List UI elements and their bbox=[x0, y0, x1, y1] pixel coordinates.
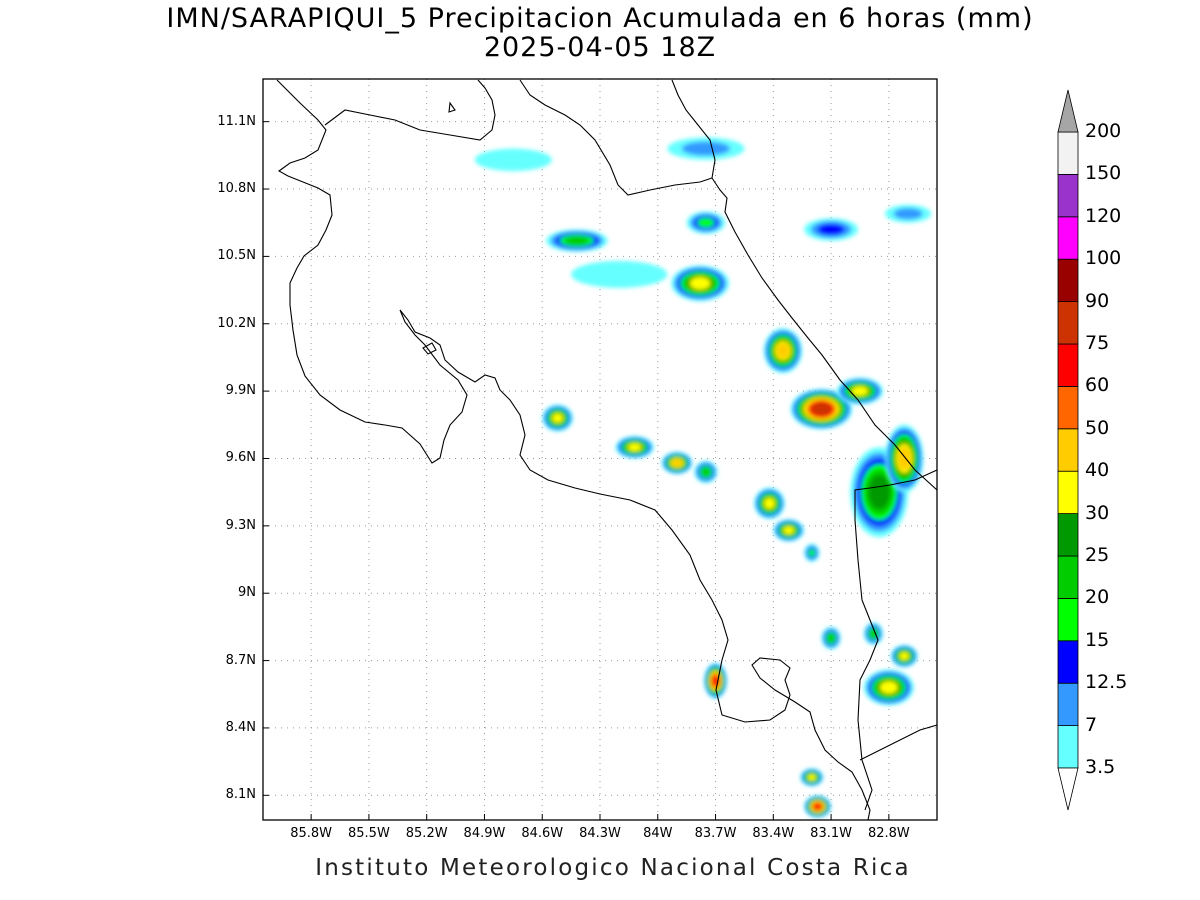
lat-tick-label: 8.4N bbox=[225, 719, 256, 735]
lon-tick-label: 83.4W bbox=[752, 826, 795, 841]
colorbar-label: 75 bbox=[1085, 332, 1110, 354]
precip-cell bbox=[836, 377, 884, 405]
coastlines-borders bbox=[276, 79, 937, 820]
colorbar-swatch bbox=[1057, 682, 1079, 727]
colorbar-label: 50 bbox=[1085, 416, 1110, 439]
colorbar-label: 30 bbox=[1085, 501, 1110, 524]
chart-subtitle-date: 2025-04-05 18Z bbox=[483, 32, 717, 63]
colorbar-swatch bbox=[1057, 598, 1079, 642]
lat-tick-label: 9N bbox=[238, 585, 256, 601]
precip-cell bbox=[703, 662, 728, 699]
colorbar-label: 150 bbox=[1085, 162, 1122, 185]
lat-tick-label: 10.5N bbox=[217, 248, 256, 264]
colorbar bbox=[1057, 89, 1079, 811]
precip-cell bbox=[763, 328, 803, 374]
precip-cell bbox=[546, 229, 608, 252]
precip-fields bbox=[474, 137, 932, 818]
precip-cell bbox=[615, 436, 654, 459]
lon-tick-label: 85.8W bbox=[290, 826, 333, 841]
colorbar-swatch bbox=[1057, 173, 1079, 218]
colorbar-swatch bbox=[1057, 555, 1079, 599]
lon-tick-label: 83.7W bbox=[694, 826, 737, 841]
precip-cell bbox=[661, 451, 693, 475]
colorbar-swatch bbox=[1057, 725, 1079, 769]
caribbean-coastline bbox=[711, 177, 937, 491]
colorbar-label: 20 bbox=[1085, 586, 1110, 609]
colorbar-swatch bbox=[1057, 301, 1079, 345]
colorbar-label: 120 bbox=[1085, 204, 1122, 227]
lake-nicaragua-shore bbox=[324, 79, 496, 141]
map-background bbox=[263, 79, 937, 820]
precip-cell bbox=[804, 795, 832, 818]
precip-cell bbox=[885, 204, 932, 223]
colorbar-swatch bbox=[1057, 513, 1079, 557]
lat-tick-label: 9.9N bbox=[225, 383, 256, 399]
lon-tick-label: 84.3W bbox=[579, 826, 621, 841]
colorbar-label: 200 bbox=[1085, 120, 1122, 142]
colorbar-label: 90 bbox=[1085, 289, 1110, 312]
pacific-coastline bbox=[276, 79, 871, 820]
colorbar-label: 25 bbox=[1085, 544, 1110, 566]
lon-tick-label: 83.1W bbox=[810, 826, 852, 841]
colorbar-swatch bbox=[1057, 343, 1079, 387]
colorbar-max-triangle bbox=[1057, 89, 1079, 133]
colorbar-swatch bbox=[1057, 640, 1079, 684]
chart-title: IMN/SARAPIQUI_5 Precipitacion Acumulada … bbox=[166, 3, 1034, 34]
lon-tick-label: 85.2W bbox=[405, 826, 448, 841]
colorbar-label: 100 bbox=[1085, 247, 1122, 270]
colorbar-swatch bbox=[1057, 258, 1079, 303]
lat-tick-label: 9.3N bbox=[225, 517, 256, 533]
lat-tick-label: 8.7N bbox=[225, 652, 256, 668]
precip-cell bbox=[694, 460, 718, 484]
precip-cell bbox=[667, 137, 745, 160]
colorbar-min-triangle bbox=[1057, 767, 1079, 811]
colorbar-swatch bbox=[1057, 428, 1079, 472]
panama-border bbox=[854, 469, 937, 811]
precip-cell bbox=[885, 424, 924, 493]
colorbar-swatch bbox=[1057, 470, 1079, 515]
precip-cell bbox=[754, 487, 785, 520]
precip-cell bbox=[804, 218, 859, 241]
precip-cell bbox=[773, 519, 805, 542]
lon-tick-label: 84W bbox=[643, 826, 673, 841]
lon-tick-label: 84.9W bbox=[463, 826, 506, 841]
lat-tick-label: 9.6N bbox=[225, 450, 256, 466]
precip-cell bbox=[571, 260, 668, 288]
graticule bbox=[263, 79, 937, 820]
colorbar-label: 15 bbox=[1085, 628, 1110, 651]
lat-tick-label: 10.2N bbox=[217, 315, 256, 331]
colorbar-label: 7 bbox=[1085, 713, 1098, 736]
map-frame bbox=[262, 78, 938, 821]
precip-cell bbox=[800, 768, 824, 787]
colorbar-label: 40 bbox=[1085, 459, 1110, 482]
colorbar-label: 60 bbox=[1085, 374, 1110, 397]
precip-cell bbox=[890, 644, 918, 668]
nicaragua-border bbox=[519, 79, 716, 196]
colorbar-swatch bbox=[1057, 131, 1079, 175]
precip-cell bbox=[474, 148, 552, 172]
lon-tick-label: 84.6W bbox=[521, 826, 564, 841]
precip-cell bbox=[542, 404, 574, 432]
precip-cell bbox=[863, 622, 884, 645]
colorbar-label: 12.5 bbox=[1085, 671, 1128, 694]
precip-cell bbox=[821, 626, 841, 650]
precip-cell bbox=[671, 265, 730, 302]
footer-credit: Instituto Meteorologico Nacional Costa R… bbox=[315, 855, 911, 881]
lat-tick-label: 8.1N bbox=[225, 787, 256, 803]
lon-tick-label: 82.8W bbox=[867, 826, 910, 841]
precip-cell bbox=[790, 388, 853, 430]
island bbox=[448, 101, 456, 113]
colorbar-swatch bbox=[1057, 385, 1079, 430]
colorbar-label: 3.5 bbox=[1085, 756, 1116, 778]
colorbar-swatch bbox=[1057, 216, 1079, 260]
lat-tick-label: 10.8N bbox=[217, 181, 256, 197]
island bbox=[422, 342, 437, 355]
lon-tick-label: 85.5W bbox=[348, 826, 390, 841]
precip-cell bbox=[686, 211, 726, 234]
lat-tick-label: 11.1N bbox=[217, 113, 256, 129]
precip-cell bbox=[804, 543, 820, 562]
precip-cell bbox=[863, 669, 914, 706]
panama-caribbean-coast bbox=[859, 724, 937, 761]
